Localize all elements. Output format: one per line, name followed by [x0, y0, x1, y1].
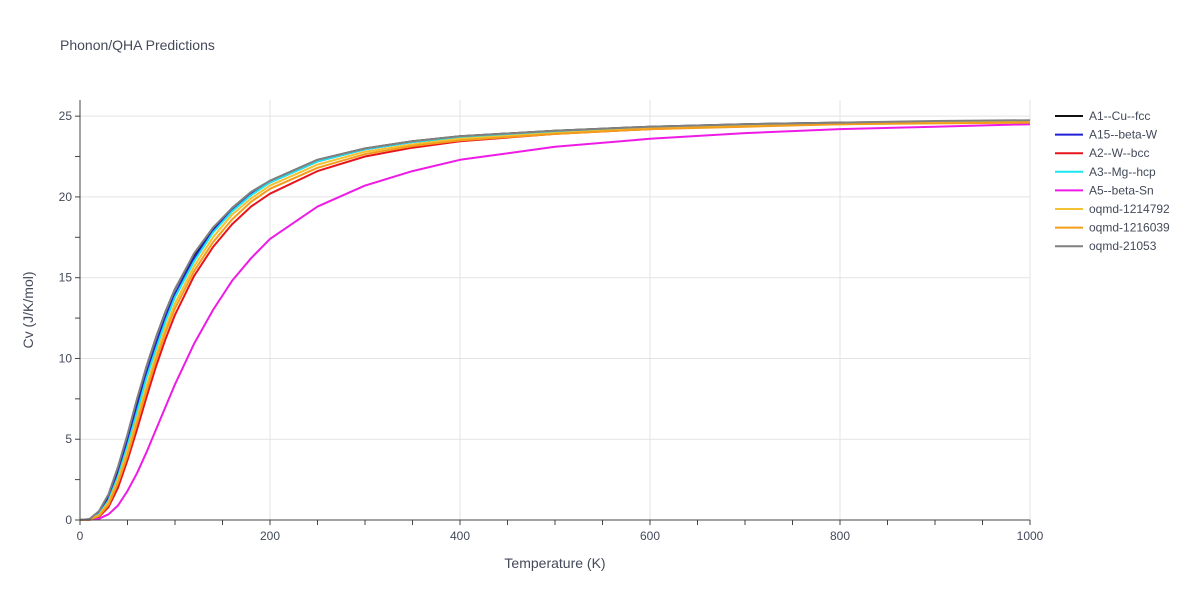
- series-line-A3--Mg--hcp: [79, 120, 1031, 521]
- y-tick-label: 10: [59, 351, 73, 365]
- legend-item-oqmd-21053[interactable]: oqmd-21053: [1055, 239, 1157, 253]
- legend-label: A1--Cu--fcc: [1089, 109, 1150, 123]
- legend-label: oqmd-1214792: [1089, 202, 1170, 216]
- series-line-oqmd-1214792: [79, 120, 1031, 521]
- series-line-A15--beta-W: [79, 120, 1031, 521]
- series-line-oqmd-1216039: [79, 121, 1031, 521]
- legend-label: A3--Mg--hcp: [1089, 165, 1156, 179]
- y-tick-label: 15: [59, 271, 73, 285]
- x-tick-label: 600: [640, 529, 660, 543]
- series-line-A1--Cu--fcc: [79, 120, 1031, 521]
- series-line-A5--beta-Sn: [79, 123, 1031, 521]
- chart-title: Phonon/QHA Predictions: [60, 37, 215, 53]
- legend-item-A5--beta-Sn[interactable]: A5--beta-Sn: [1055, 183, 1154, 197]
- legend-item-A3--Mg--hcp[interactable]: A3--Mg--hcp: [1055, 165, 1156, 179]
- x-tick-label: 0: [77, 529, 84, 543]
- legend-label: oqmd-1216039: [1089, 221, 1170, 235]
- x-tick-label: 400: [450, 529, 470, 543]
- legend-item-A1--Cu--fcc[interactable]: A1--Cu--fcc: [1055, 109, 1150, 123]
- legend-item-A15--beta-W[interactable]: A15--beta-W: [1055, 128, 1158, 142]
- series-lines: [79, 119, 1031, 521]
- x-tick-label: 800: [830, 529, 850, 543]
- y-tick-label: 0: [65, 513, 72, 527]
- y-tick-labels: 0 5 10 15 20 25: [59, 109, 73, 527]
- legend[interactable]: A1--Cu--fcc A15--beta-W A2--W--bcc A3--Mg--…: [1055, 109, 1170, 253]
- series-line-A2--W--bcc: [79, 120, 1031, 521]
- legend-label: A15--beta-W: [1089, 128, 1158, 142]
- legend-item-oqmd-1214792[interactable]: oqmd-1214792: [1055, 202, 1170, 216]
- x-tick-label: 1000: [1017, 529, 1044, 543]
- y-axis-title: Cv (J/K/mol): [20, 272, 36, 349]
- series-line-oqmd-21053: [79, 119, 1031, 521]
- axes: [75, 100, 1031, 525]
- x-axis-title: Temperature (K): [504, 555, 605, 571]
- legend-item-A2--W--bcc[interactable]: A2--W--bcc: [1055, 146, 1149, 160]
- legend-label: A2--W--bcc: [1089, 146, 1149, 160]
- x-tick-label: 200: [260, 529, 280, 543]
- legend-label: A5--beta-Sn: [1089, 183, 1154, 197]
- legend-item-oqmd-1216039[interactable]: oqmd-1216039: [1055, 221, 1170, 235]
- y-tick-label: 25: [59, 109, 73, 123]
- x-tick-labels: 0 200 400 600 800 1000: [77, 529, 1044, 543]
- y-tick-label: 20: [59, 190, 73, 204]
- y-tick-label: 5: [65, 432, 72, 446]
- grid: [80, 100, 1031, 520]
- legend-label: oqmd-21053: [1089, 239, 1157, 253]
